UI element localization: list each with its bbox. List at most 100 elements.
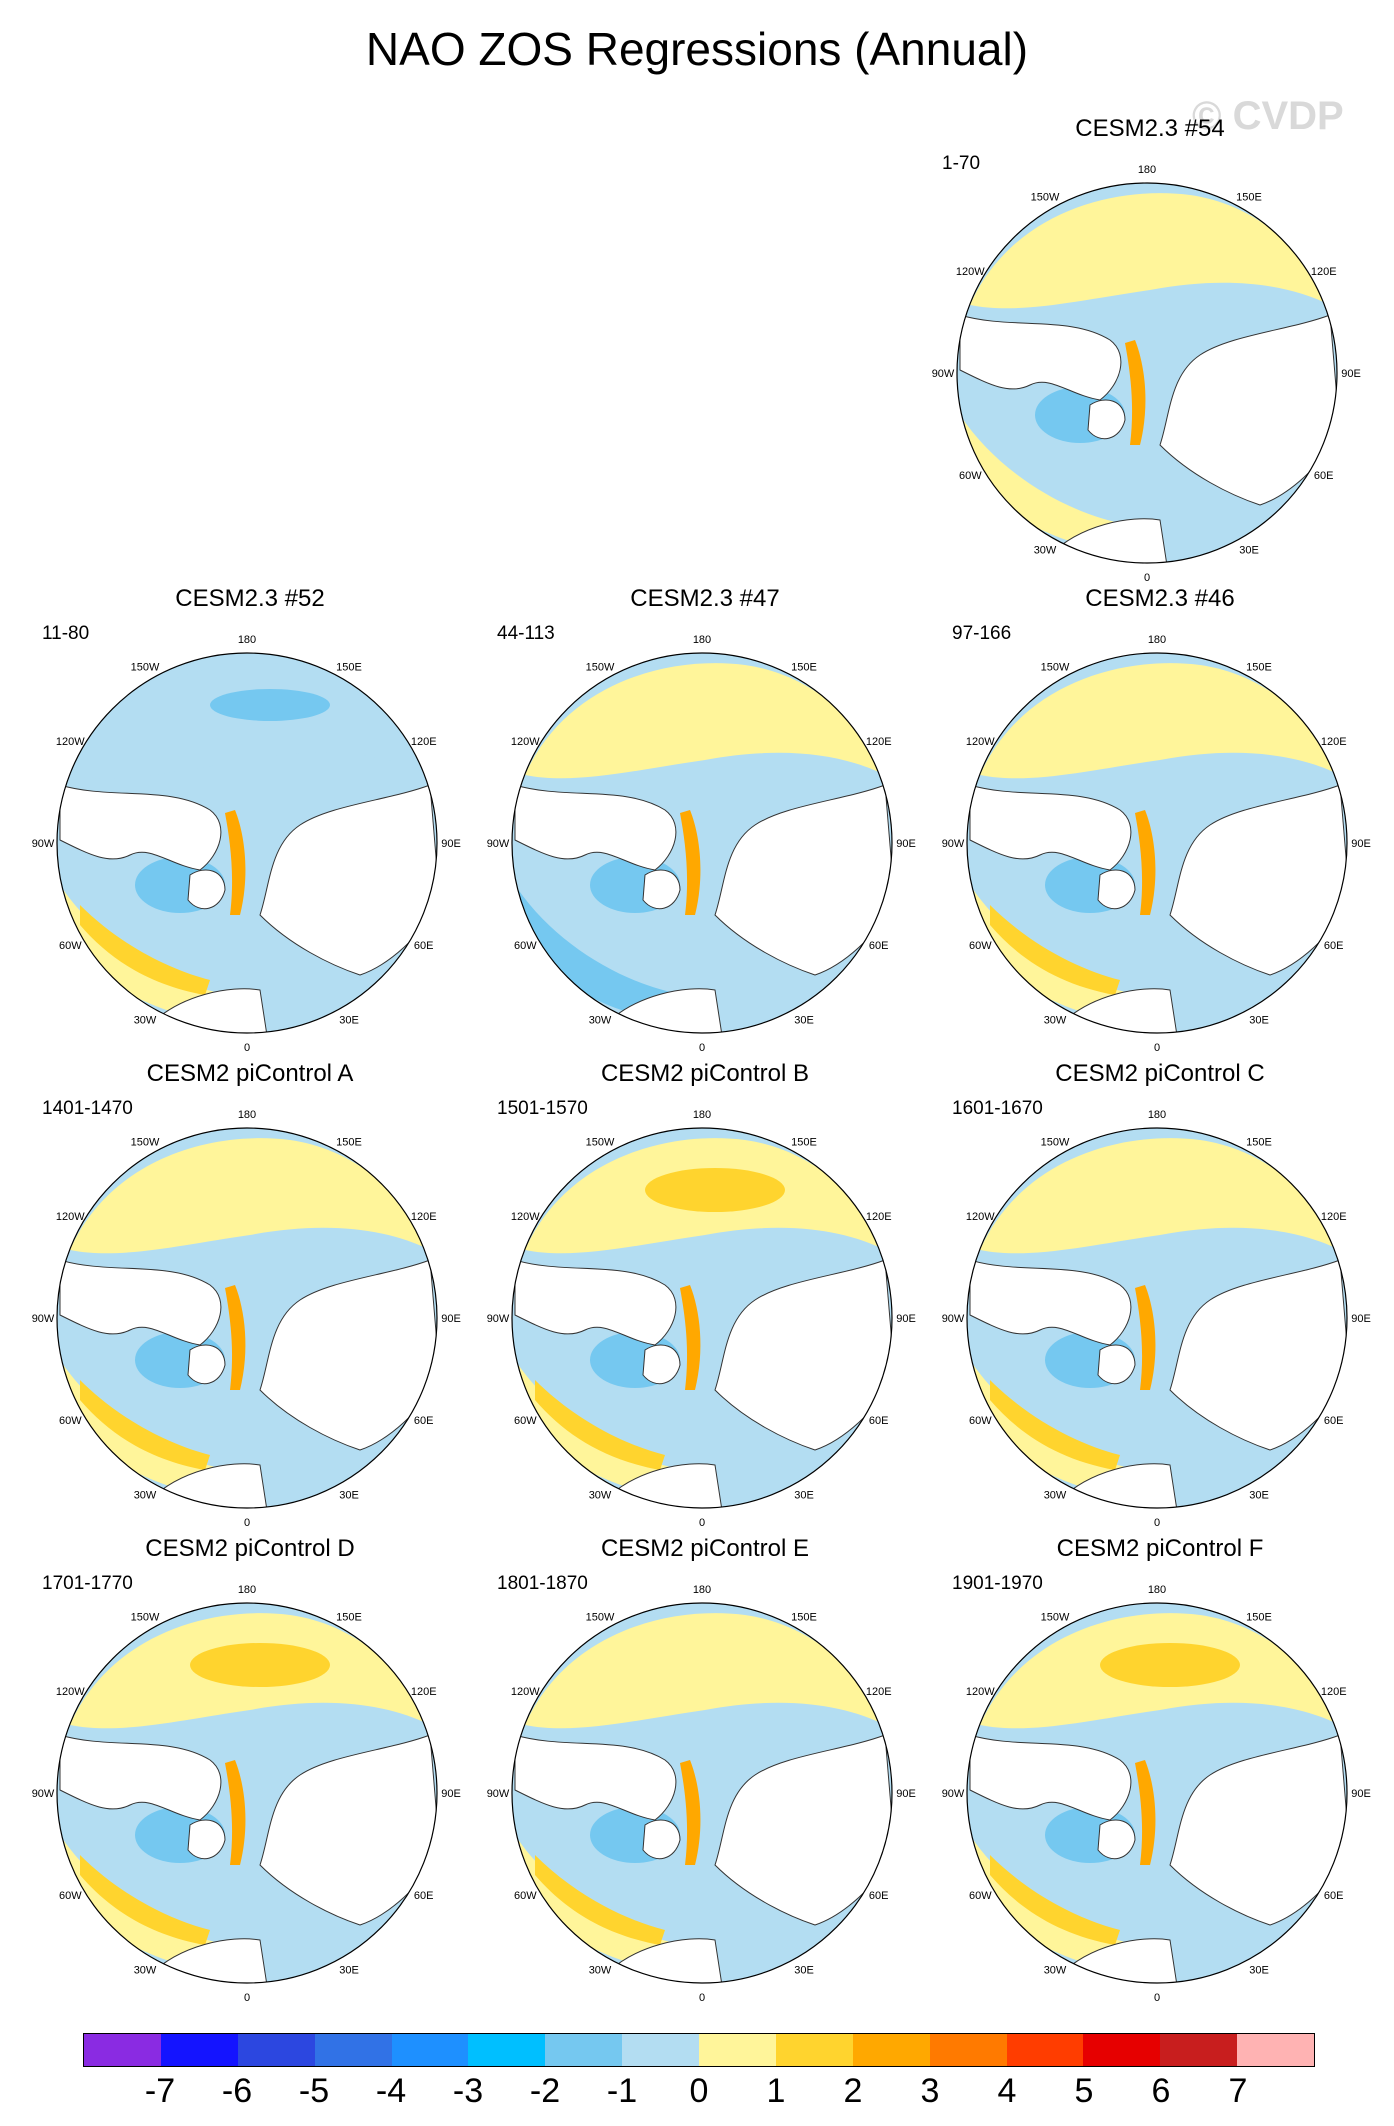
panel-title: CESM2.3 #47 bbox=[630, 585, 780, 612]
colorbar-tick: -4 bbox=[375, 2072, 407, 2110]
panel-year-range: 1801-1870 bbox=[497, 1573, 588, 1594]
longitude-label: 180 bbox=[693, 634, 711, 646]
longitude-label: 0 bbox=[699, 1042, 705, 1054]
colorbar-cell bbox=[852, 2034, 930, 2066]
longitude-label: 30E bbox=[1249, 1015, 1269, 1027]
polar-map: 180 150E 120E 90E 60E 30E 0 30W 60W 90W 120W 150W bbox=[942, 634, 1371, 1054]
colorbar-tick-labels: -7 -6 -5 -4 -3 -2 -1 0 1 2 3 4 5 6 7 bbox=[0, 2072, 1394, 2112]
longitude-label: 60W bbox=[514, 1890, 537, 1902]
panel-title: CESM2 piControl B bbox=[600, 1060, 810, 1087]
panel-year-range: 44-113 bbox=[497, 623, 555, 644]
longitude-label: 30E bbox=[339, 1015, 359, 1027]
polar-map: 180 150E 120E 90E 60E 30E 0 30W 60W 90W 120W 150W bbox=[32, 1584, 461, 2004]
longitude-label: 150W bbox=[131, 661, 160, 673]
colorbar-cell bbox=[929, 2034, 1007, 2066]
longitude-label: 120E bbox=[1321, 736, 1347, 748]
longitude-label: 90E bbox=[1351, 838, 1371, 850]
polar-map: 180 150E 120E 90E 60E 30E 0 30W 60W 90W 120W 150W bbox=[32, 634, 461, 1054]
longitude-label: 120E bbox=[866, 1686, 892, 1698]
longitude-label: 90W bbox=[942, 1313, 965, 1325]
longitude-label: 60E bbox=[1314, 470, 1334, 482]
colorbar-tick: -3 bbox=[452, 2072, 484, 2110]
longitude-label: 60W bbox=[514, 940, 537, 952]
longitude-label: 120E bbox=[411, 1211, 437, 1223]
longitude-label: 90W bbox=[487, 1788, 510, 1800]
longitude-label: 150E bbox=[791, 661, 817, 673]
longitude-label: 0 bbox=[699, 1992, 705, 2004]
longitude-label: 120W bbox=[956, 266, 985, 278]
longitude-label: 30E bbox=[1249, 1490, 1269, 1502]
colorbar-cell bbox=[775, 2034, 853, 2066]
longitude-label: 0 bbox=[1144, 572, 1150, 584]
colorbar-cell bbox=[1083, 2034, 1161, 2066]
longitude-label: 150W bbox=[131, 1611, 160, 1623]
polar-map: 180 150E 120E 90E 60E 30E 0 30W 60W 90W 120W 150W bbox=[942, 1109, 1371, 1529]
map-panel: CESM2.3 #52 180 150E 120E 90E 60E 30E 0 30W 60W 90… bbox=[30, 585, 470, 1055]
map-panel: CESM2.3 #54 180 150E 120E 90E 60E 30E 0 30W 60W 90… bbox=[930, 115, 1370, 585]
longitude-label: 90E bbox=[441, 1313, 461, 1325]
colorbar-cell bbox=[237, 2034, 315, 2066]
panel-year-range: 11-80 bbox=[42, 623, 90, 644]
colorbar-tick: -2 bbox=[529, 2072, 561, 2110]
longitude-label: 120W bbox=[56, 1686, 85, 1698]
longitude-label: 60E bbox=[1324, 1415, 1344, 1427]
longitude-label: 30E bbox=[794, 1965, 814, 1977]
longitude-label: 150E bbox=[336, 1136, 362, 1148]
longitude-label: 180 bbox=[238, 1584, 256, 1596]
longitude-label: 90E bbox=[441, 838, 461, 850]
longitude-label: 150E bbox=[1236, 191, 1262, 203]
map-panel: CESM2 piControl F 180 150E 120E 90E 60E 30E 0 30… bbox=[940, 1535, 1380, 2005]
colorbar-tick: 3 bbox=[920, 2072, 940, 2110]
polar-map: 180 150E 120E 90E 60E 30E 0 30W 60W 90W 120W 150W bbox=[932, 164, 1361, 584]
panel-year-range: 1601-1670 bbox=[952, 1098, 1043, 1119]
longitude-label: 150W bbox=[1041, 1136, 1070, 1148]
longitude-label: 30E bbox=[339, 1490, 359, 1502]
longitude-label: 180 bbox=[1138, 164, 1156, 176]
longitude-label: 180 bbox=[1148, 1109, 1166, 1121]
longitude-label: 90W bbox=[932, 368, 955, 380]
longitude-label: 0 bbox=[244, 1992, 250, 2004]
longitude-label: 30W bbox=[589, 1965, 612, 1977]
panel-year-range: 97-166 bbox=[952, 623, 1012, 644]
longitude-label: 90E bbox=[441, 1788, 461, 1800]
colorbar-tick: 7 bbox=[1228, 2072, 1248, 2110]
longitude-label: 150E bbox=[1246, 1611, 1272, 1623]
longitude-label: 120W bbox=[511, 1686, 540, 1698]
map-panel: CESM2 piControl B 180 150E 120E 90E 60E 30E 0 30… bbox=[485, 1060, 925, 1530]
longitude-label: 120W bbox=[966, 736, 995, 748]
longitude-label: 180 bbox=[238, 634, 256, 646]
panel-title: CESM2 piControl A bbox=[146, 1060, 354, 1087]
longitude-label: 90W bbox=[32, 1788, 55, 1800]
longitude-label: 150E bbox=[791, 1136, 817, 1148]
longitude-label: 30W bbox=[589, 1490, 612, 1502]
colorbar-cell bbox=[84, 2034, 161, 2066]
longitude-label: 0 bbox=[244, 1517, 250, 1529]
longitude-label: 30W bbox=[134, 1965, 157, 1977]
colorbar-cell bbox=[1160, 2034, 1238, 2066]
longitude-label: 90E bbox=[1351, 1313, 1371, 1325]
longitude-label: 90W bbox=[32, 1313, 55, 1325]
longitude-label: 120E bbox=[1321, 1211, 1347, 1223]
longitude-label: 90E bbox=[1341, 368, 1361, 380]
longitude-label: 120E bbox=[1321, 1686, 1347, 1698]
longitude-label: 60E bbox=[414, 1415, 434, 1427]
longitude-label: 90W bbox=[942, 1788, 965, 1800]
colorbar-tick: 1 bbox=[766, 2072, 786, 2110]
longitude-label: 90E bbox=[1351, 1788, 1371, 1800]
colorbar-tick: 4 bbox=[997, 2072, 1017, 2110]
longitude-label: 120W bbox=[56, 1211, 85, 1223]
panel-title: CESM2 piControl E bbox=[600, 1535, 810, 1562]
polar-map: 180 150E 120E 90E 60E 30E 0 30W 60W 90W 120W 150W bbox=[32, 1109, 461, 1529]
panel-title: CESM2 piControl C bbox=[1055, 1060, 1265, 1087]
polar-map: 180 150E 120E 90E 60E 30E 0 30W 60W 90W 120W 150W bbox=[942, 1584, 1371, 2004]
longitude-label: 90W bbox=[942, 838, 965, 850]
longitude-label: 90E bbox=[896, 838, 916, 850]
longitude-label: 0 bbox=[244, 1042, 250, 1054]
longitude-label: 60E bbox=[1324, 1890, 1344, 1902]
colorbar-cell bbox=[391, 2034, 469, 2066]
colorbar-tick: -6 bbox=[221, 2072, 253, 2110]
map-panel: CESM2.3 #46 180 150E 120E 90E 60E 30E 0 30W 60W 90… bbox=[940, 585, 1380, 1055]
longitude-label: 60W bbox=[59, 940, 82, 952]
panel-title: CESM2 piControl D bbox=[145, 1535, 355, 1562]
longitude-label: 60W bbox=[514, 1415, 537, 1427]
